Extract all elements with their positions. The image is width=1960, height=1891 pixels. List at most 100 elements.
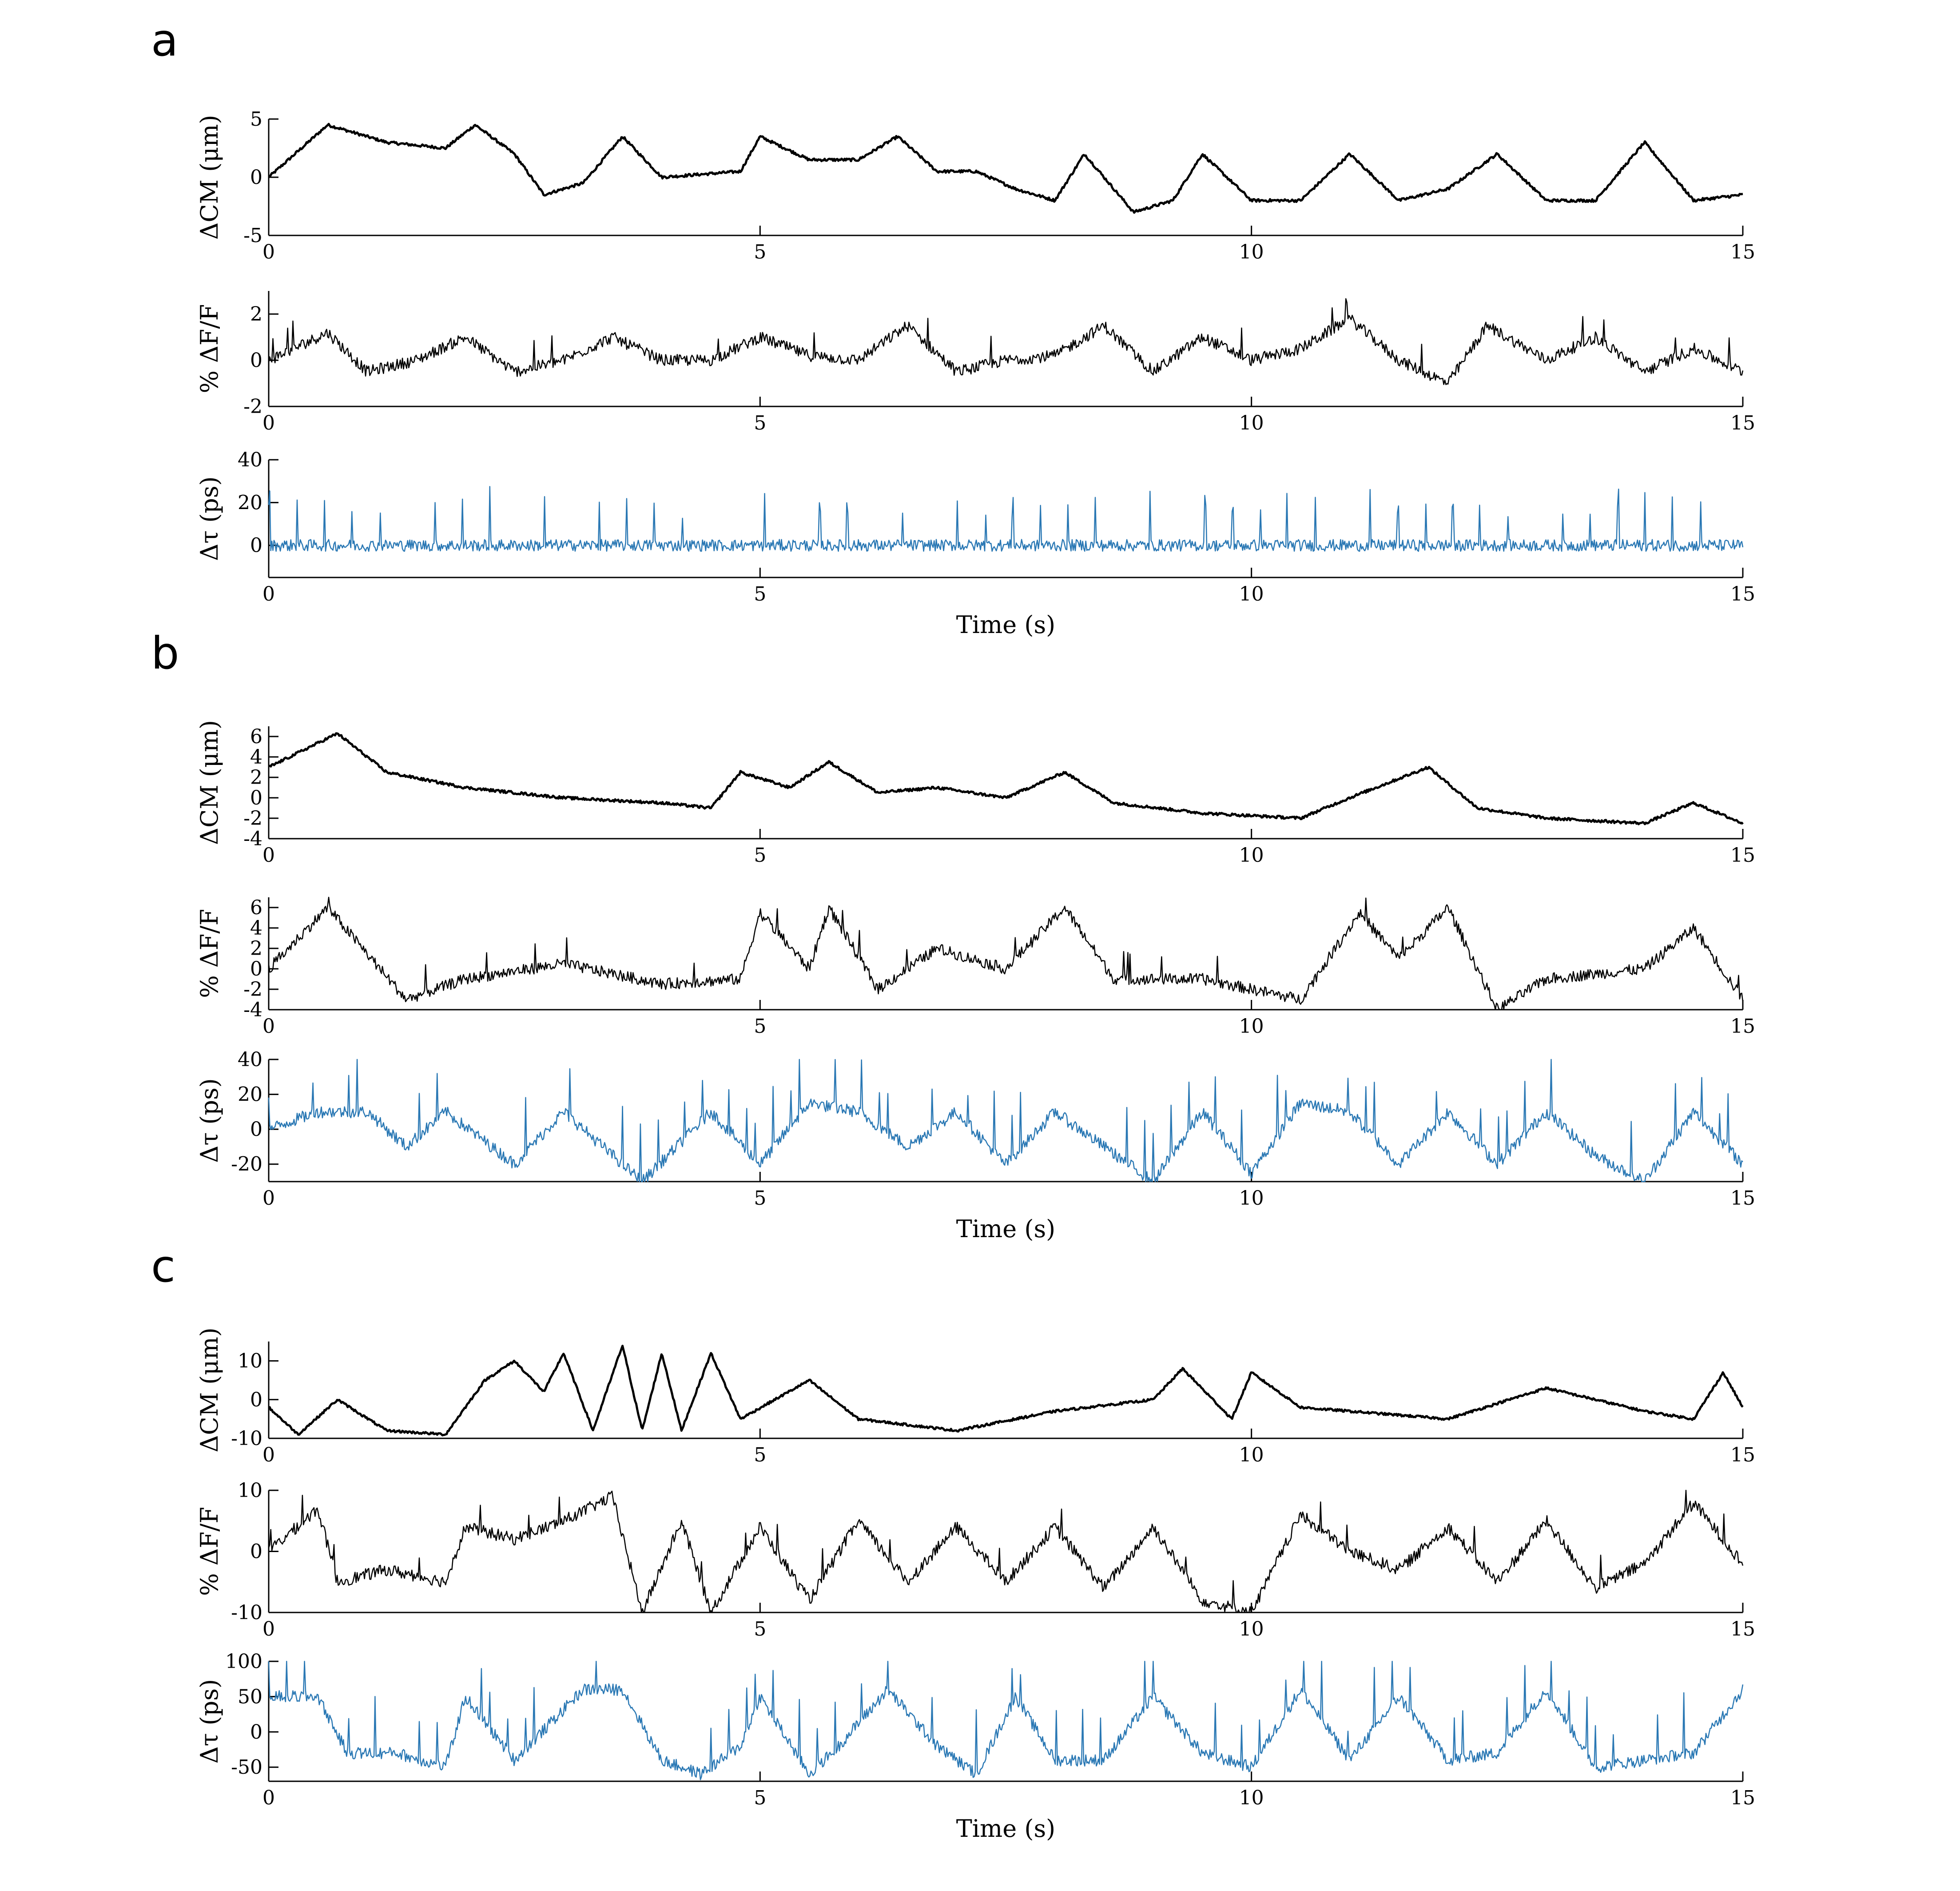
x-tick-label: 10 (1239, 1187, 1264, 1210)
y-tick-label: 100 (225, 1650, 262, 1673)
y-axis-label: Δτ (ps) (195, 476, 223, 561)
y-tick-label: 20 (238, 491, 262, 514)
y-tick-label: 2 (250, 937, 262, 960)
x-tick-label: 10 (1239, 241, 1264, 263)
x-tick-label: 15 (1730, 583, 1755, 605)
y-tick-label: 0 (250, 1389, 262, 1411)
y-tick-label: 50 (238, 1685, 262, 1708)
x-tick-label: 10 (1239, 1618, 1264, 1640)
x-axis-label: Time (s) (956, 611, 1055, 639)
x-tick-label: 10 (1239, 1015, 1264, 1038)
x-tick-label: 0 (262, 1187, 275, 1210)
panel-letter-c: c (151, 1240, 175, 1292)
x-tick-label: 0 (262, 241, 275, 263)
y-tick-label: -10 (231, 1427, 262, 1450)
x-tick-label: 15 (1730, 844, 1755, 867)
series-line (268, 298, 1744, 385)
y-tick-label: 0 (250, 1541, 262, 1563)
x-tick-label: 0 (262, 583, 275, 605)
y-axis-label: % ΔF/F (195, 304, 223, 394)
x-axis-label: Time (s) (956, 1815, 1055, 1843)
x-tick-label: 10 (1239, 583, 1264, 605)
y-tick-label: -2 (243, 807, 262, 830)
y-tick-label: 4 (250, 746, 262, 768)
series-line (268, 896, 1744, 1011)
y-tick-label: -4 (243, 828, 262, 850)
x-tick-label: 0 (262, 1787, 275, 1809)
y-tick-label: -5 (243, 224, 262, 247)
y-tick-label: -2 (243, 395, 262, 418)
y-tick-label: 10 (238, 1350, 262, 1373)
series-line (268, 1660, 1744, 1780)
x-tick-label: 15 (1730, 1015, 1755, 1038)
x-tick-label: 15 (1730, 1618, 1755, 1640)
y-axis-label: % ΔF/F (195, 909, 223, 998)
y-tick-label: 20 (238, 1083, 262, 1106)
x-tick-label: 5 (754, 844, 766, 867)
y-tick-label: 0 (250, 1721, 262, 1744)
series-line (268, 1489, 1744, 1613)
y-axis-label: ΔCM (μm) (195, 115, 223, 239)
x-tick-label: 5 (754, 1444, 766, 1466)
x-tick-label: 5 (754, 412, 766, 434)
y-axis-label: ΔCM (μm) (195, 720, 223, 845)
y-axis-label: Δτ (ps) (195, 1078, 223, 1162)
x-tick-label: 5 (754, 1618, 766, 1640)
y-tick-label: 6 (250, 725, 262, 748)
series-line (268, 123, 1743, 214)
x-tick-label: 15 (1730, 1187, 1755, 1210)
y-tick-label: -2 (243, 978, 262, 1001)
y-tick-label: 2 (250, 766, 262, 789)
y-axis-label: % ΔF/F (195, 1507, 223, 1596)
y-tick-label: -10 (231, 1601, 262, 1624)
y-axis-label: Δτ (ps) (195, 1679, 223, 1764)
x-tick-label: 10 (1239, 1444, 1264, 1466)
y-axis-label: ΔCM (μm) (195, 1327, 223, 1452)
x-axis-label: Time (s) (956, 1215, 1055, 1243)
y-tick-label: 0 (250, 1118, 262, 1141)
y-tick-label: 40 (238, 1048, 262, 1071)
y-tick-label: -4 (243, 999, 262, 1021)
y-tick-label: 6 (250, 896, 262, 919)
panel-letter-b: b (151, 627, 179, 679)
x-tick-label: 10 (1239, 1787, 1264, 1809)
x-tick-label: 0 (262, 844, 275, 867)
x-tick-label: 5 (754, 583, 766, 605)
subplot-a-3: 0 20 40 0 5 10 15 Δτ (ps) (195, 449, 1755, 605)
x-tick-label: 5 (754, 241, 766, 263)
x-tick-label: 0 (262, 1444, 275, 1466)
y-tick-label: 5 (250, 108, 262, 131)
x-tick-label: 0 (262, 1618, 275, 1640)
y-tick-label: 10 (238, 1479, 262, 1502)
series-line (268, 732, 1744, 825)
x-tick-label: 15 (1730, 412, 1755, 434)
x-tick-label: 0 (262, 412, 275, 434)
x-tick-label: 15 (1730, 241, 1755, 263)
y-tick-label: -50 (231, 1756, 262, 1779)
panel-letter-a: a (151, 14, 178, 66)
x-tick-label: 5 (754, 1015, 766, 1038)
x-tick-label: 10 (1239, 412, 1264, 434)
x-tick-label: 0 (262, 1015, 275, 1038)
y-tick-label: -20 (231, 1153, 262, 1176)
y-tick-label: 0 (250, 958, 262, 980)
y-tick-label: 0 (250, 166, 262, 189)
series-line (268, 1059, 1743, 1182)
x-tick-label: 10 (1239, 844, 1264, 867)
y-tick-label: 40 (238, 449, 262, 471)
x-tick-label: 15 (1730, 1444, 1755, 1466)
y-tick-label: 2 (250, 303, 262, 326)
x-tick-label: 5 (754, 1187, 766, 1210)
y-tick-label: 0 (250, 787, 262, 809)
x-tick-label: 5 (754, 1787, 766, 1809)
